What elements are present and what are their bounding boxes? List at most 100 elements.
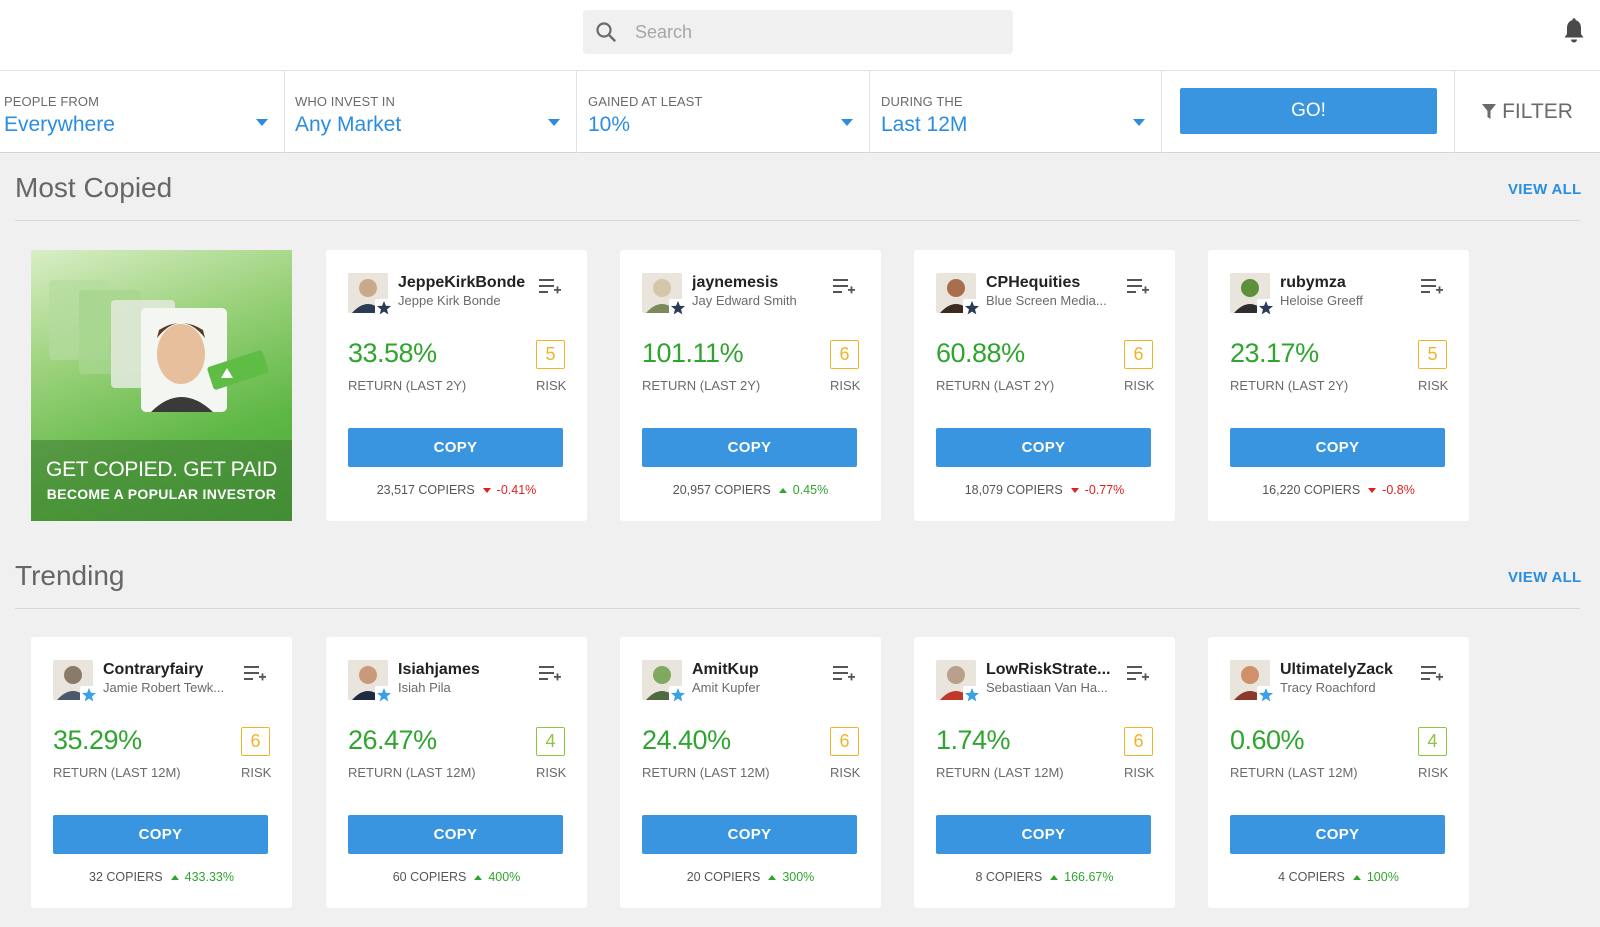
top-bar — [0, 0, 1600, 71]
add-to-watchlist-icon[interactable] — [539, 664, 561, 682]
username[interactable]: Isiahjames — [398, 661, 480, 678]
copiers-change: 166.67% — [1064, 870, 1114, 884]
add-to-watchlist-icon[interactable] — [1127, 277, 1149, 295]
bell-icon[interactable] — [1562, 18, 1586, 44]
copiers-change: 400% — [488, 870, 521, 884]
copiers-count: 20 COPIERS — [686, 870, 761, 884]
add-to-watchlist-icon[interactable] — [1127, 664, 1149, 682]
return-value: 35.29% — [53, 725, 142, 755]
risk-score-badge: 4 — [1418, 727, 1447, 756]
investor-card[interactable]: LowRiskStrate... Sebastiaan Van Ha... 1.… — [914, 637, 1175, 908]
avatar[interactable] — [348, 660, 393, 704]
triangle-up-icon — [474, 874, 483, 880]
investor-card[interactable]: rubymza Heloise Greeff 23.17% RETURN (LA… — [1208, 250, 1469, 521]
username[interactable]: rubymza — [1280, 274, 1346, 291]
triangle-up-icon — [1352, 874, 1361, 880]
filter-value: Everywhere — [4, 113, 115, 136]
add-to-watchlist-icon[interactable] — [833, 277, 855, 295]
investor-card[interactable]: UltimatelyZack Tracy Roachford 0.60% RET… — [1208, 637, 1469, 908]
copy-button[interactable]: COPY — [642, 428, 857, 467]
search-box[interactable] — [583, 10, 1013, 54]
investor-card[interactable]: AmitKup Amit Kupfer 24.40% RETURN (LAST … — [620, 637, 881, 908]
copiers-change: -0.8% — [1382, 483, 1415, 497]
star-badge-icon — [669, 299, 687, 317]
avatar[interactable] — [642, 660, 687, 704]
username[interactable]: UltimatelyZack — [1280, 661, 1393, 678]
full-name: Isiah Pila — [398, 680, 451, 695]
caret-down-icon — [256, 119, 268, 126]
copiers-stats: 4 COPIERS 100% — [1208, 870, 1469, 884]
username[interactable]: LowRiskStrate... — [986, 661, 1111, 678]
username[interactable]: jaynemesis — [692, 274, 779, 291]
return-label: RETURN (LAST 2Y) — [642, 378, 761, 393]
filter-bar: PEOPLE FROM Everywhere WHO INVEST IN Any… — [0, 71, 1600, 153]
filter-who-invest-in[interactable]: WHO INVEST IN Any Market — [285, 71, 577, 153]
copiers-stats: 8 COPIERS 166.67% — [914, 870, 1175, 884]
return-label: RETURN (LAST 12M) — [1230, 765, 1358, 780]
username[interactable]: AmitKup — [692, 661, 759, 678]
copy-button[interactable]: COPY — [642, 815, 857, 854]
investor-card[interactable]: JeppeKirkBonde Jeppe Kirk Bonde 33.58% R… — [326, 250, 587, 521]
copiers-count: 4 COPIERS — [1278, 870, 1345, 884]
copiers-change: 100% — [1366, 870, 1399, 884]
add-to-watchlist-icon[interactable] — [1421, 664, 1443, 682]
promo-headline: GET COPIED. GET PAID — [46, 458, 277, 481]
avatar[interactable] — [936, 273, 981, 317]
copy-button[interactable]: COPY — [348, 815, 563, 854]
copiers-stats: 16,220 COPIERS -0.8% — [1208, 483, 1469, 497]
investor-card[interactable]: Contraryfairy Jamie Robert Tewk... 35.29… — [31, 637, 292, 908]
risk-score-badge: 5 — [1418, 340, 1447, 369]
section-divider — [15, 220, 1580, 221]
avatar[interactable] — [642, 273, 687, 317]
username[interactable]: JeppeKirkBonde — [398, 274, 526, 291]
go-button[interactable]: GO! — [1180, 88, 1437, 134]
filter-label: WHO INVEST IN — [295, 94, 396, 109]
full-name: Amit Kupfer — [692, 680, 760, 695]
copiers-stats: 20 COPIERS 300% — [620, 870, 881, 884]
copy-button[interactable]: COPY — [53, 815, 268, 854]
risk-label: RISK — [241, 765, 272, 780]
star-badge-icon — [963, 299, 981, 317]
triangle-up-icon — [170, 874, 179, 880]
full-name: Sebastiaan Van Ha... — [986, 680, 1108, 695]
filter-during-the[interactable]: DURING THE Last 12M — [870, 71, 1162, 153]
filter-people-from[interactable]: PEOPLE FROM Everywhere — [0, 71, 285, 153]
copy-button[interactable]: COPY — [1230, 428, 1445, 467]
add-to-watchlist-icon[interactable] — [1421, 277, 1443, 295]
username[interactable]: CPHequities — [986, 274, 1081, 291]
triangle-down-icon — [1368, 487, 1377, 493]
search-input[interactable] — [635, 21, 995, 43]
avatar[interactable] — [936, 660, 981, 704]
username[interactable]: Contraryfairy — [103, 661, 204, 678]
filter-button[interactable]: FILTER — [1455, 71, 1600, 153]
add-to-watchlist-icon[interactable] — [539, 277, 561, 295]
popular-investor-promo-banner[interactable]: GET COPIED. GET PAID BECOME A POPULAR IN… — [31, 250, 292, 521]
copy-button[interactable]: COPY — [348, 428, 563, 467]
return-label: RETURN (LAST 12M) — [936, 765, 1064, 780]
avatar[interactable] — [1230, 273, 1275, 317]
section-title-trending: Trending — [15, 560, 125, 591]
copiers-stats: 60 COPIERS 400% — [326, 870, 587, 884]
view-all-trending-link[interactable]: VIEW ALL — [1508, 569, 1582, 586]
triangle-up-icon — [1050, 874, 1059, 880]
avatar[interactable] — [1230, 660, 1275, 704]
caret-down-icon — [548, 119, 560, 126]
copy-button[interactable]: COPY — [936, 815, 1151, 854]
risk-score-badge: 6 — [241, 727, 270, 756]
add-to-watchlist-icon[interactable] — [833, 664, 855, 682]
full-name: Heloise Greeff — [1280, 293, 1363, 308]
view-all-most-copied-link[interactable]: VIEW ALL — [1508, 181, 1582, 198]
investor-card[interactable]: jaynemesis Jay Edward Smith 101.11% RETU… — [620, 250, 881, 521]
filter-gained-at-least[interactable]: GAINED AT LEAST 10% — [577, 71, 870, 153]
copiers-count: 16,220 COPIERS — [1262, 483, 1361, 497]
avatar[interactable] — [53, 660, 98, 704]
risk-label: RISK — [830, 765, 861, 780]
avatar[interactable] — [348, 273, 393, 317]
investor-card[interactable]: CPHequities Blue Screen Media... 60.88% … — [914, 250, 1175, 521]
investor-card[interactable]: Isiahjames Isiah Pila 26.47% RETURN (LAS… — [326, 637, 587, 908]
add-to-watchlist-icon[interactable] — [244, 664, 266, 682]
return-value: 23.17% — [1230, 338, 1319, 368]
copy-button[interactable]: COPY — [1230, 815, 1445, 854]
section-divider — [15, 608, 1580, 609]
copy-button[interactable]: COPY — [936, 428, 1151, 467]
